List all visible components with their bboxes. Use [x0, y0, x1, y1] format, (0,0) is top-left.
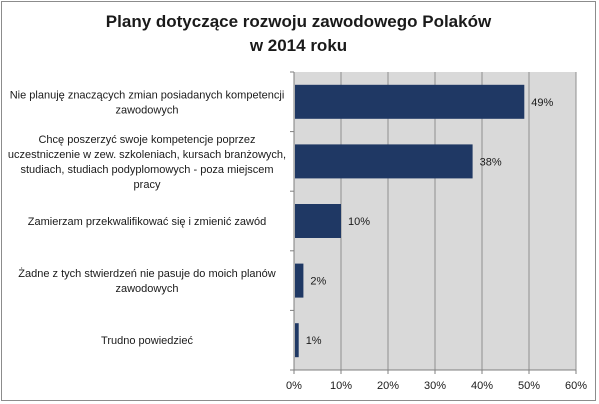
category-label-line: Nie planuję znaczących zmian posiadanych… — [10, 89, 285, 101]
category-label: Zamierzam przekwalifikować się i zmienić… — [28, 216, 266, 228]
bar — [295, 204, 341, 238]
category-label-line: Trudno powiedzieć — [101, 335, 193, 347]
chart-title-line2: w 2014 roku — [249, 36, 348, 55]
category-label: Żadne z tych stwierdzeń nie pasuje do mo… — [18, 267, 275, 295]
chart-title: Plany dotyczące rozwoju zawodowego Polak… — [0, 10, 597, 58]
category-label-line: pracy — [134, 179, 161, 191]
chart-title-line1: Plany dotyczące rozwoju zawodowego Polak… — [105, 12, 492, 31]
x-tick-label: 30% — [424, 380, 446, 392]
data-label: 2% — [310, 276, 326, 288]
category-label-line: uczestniczenie w zew. szkoleniach, kursa… — [8, 149, 286, 161]
x-tick-label: 40% — [471, 380, 493, 392]
bar — [295, 263, 304, 298]
category-label-line: zawodowych — [116, 104, 179, 116]
category-label: Nie planuję znaczących zmian posiadanych… — [10, 89, 285, 116]
bar — [295, 323, 299, 358]
x-tick-label: 20% — [377, 380, 399, 392]
data-label: 1% — [306, 335, 322, 347]
data-label: 10% — [348, 216, 370, 228]
category-label: Chcę poszerzyć swoje kompetencje poprzez… — [8, 134, 286, 191]
category-label-line: zawodowych — [116, 283, 179, 295]
x-tick-label: 10% — [330, 380, 352, 392]
x-tick-label: 60% — [565, 380, 587, 392]
category-label-line: Żadne z tych stwierdzeń nie pasuje do mo… — [18, 267, 275, 280]
category-label-line: Chcę poszerzyć swoje kompetencje poprzez — [38, 134, 255, 146]
category-label-line: studiach, studiach podyplomowych - poza … — [20, 164, 273, 176]
x-tick-label: 50% — [518, 380, 540, 392]
data-label: 38% — [480, 156, 502, 168]
x-tick-label: 0% — [286, 380, 302, 392]
category-label: Trudno powiedzieć — [101, 335, 193, 347]
data-label: 49% — [531, 97, 553, 109]
category-label-line: Zamierzam przekwalifikować się i zmienić… — [28, 216, 266, 228]
bar — [295, 84, 525, 119]
bar — [295, 144, 473, 179]
